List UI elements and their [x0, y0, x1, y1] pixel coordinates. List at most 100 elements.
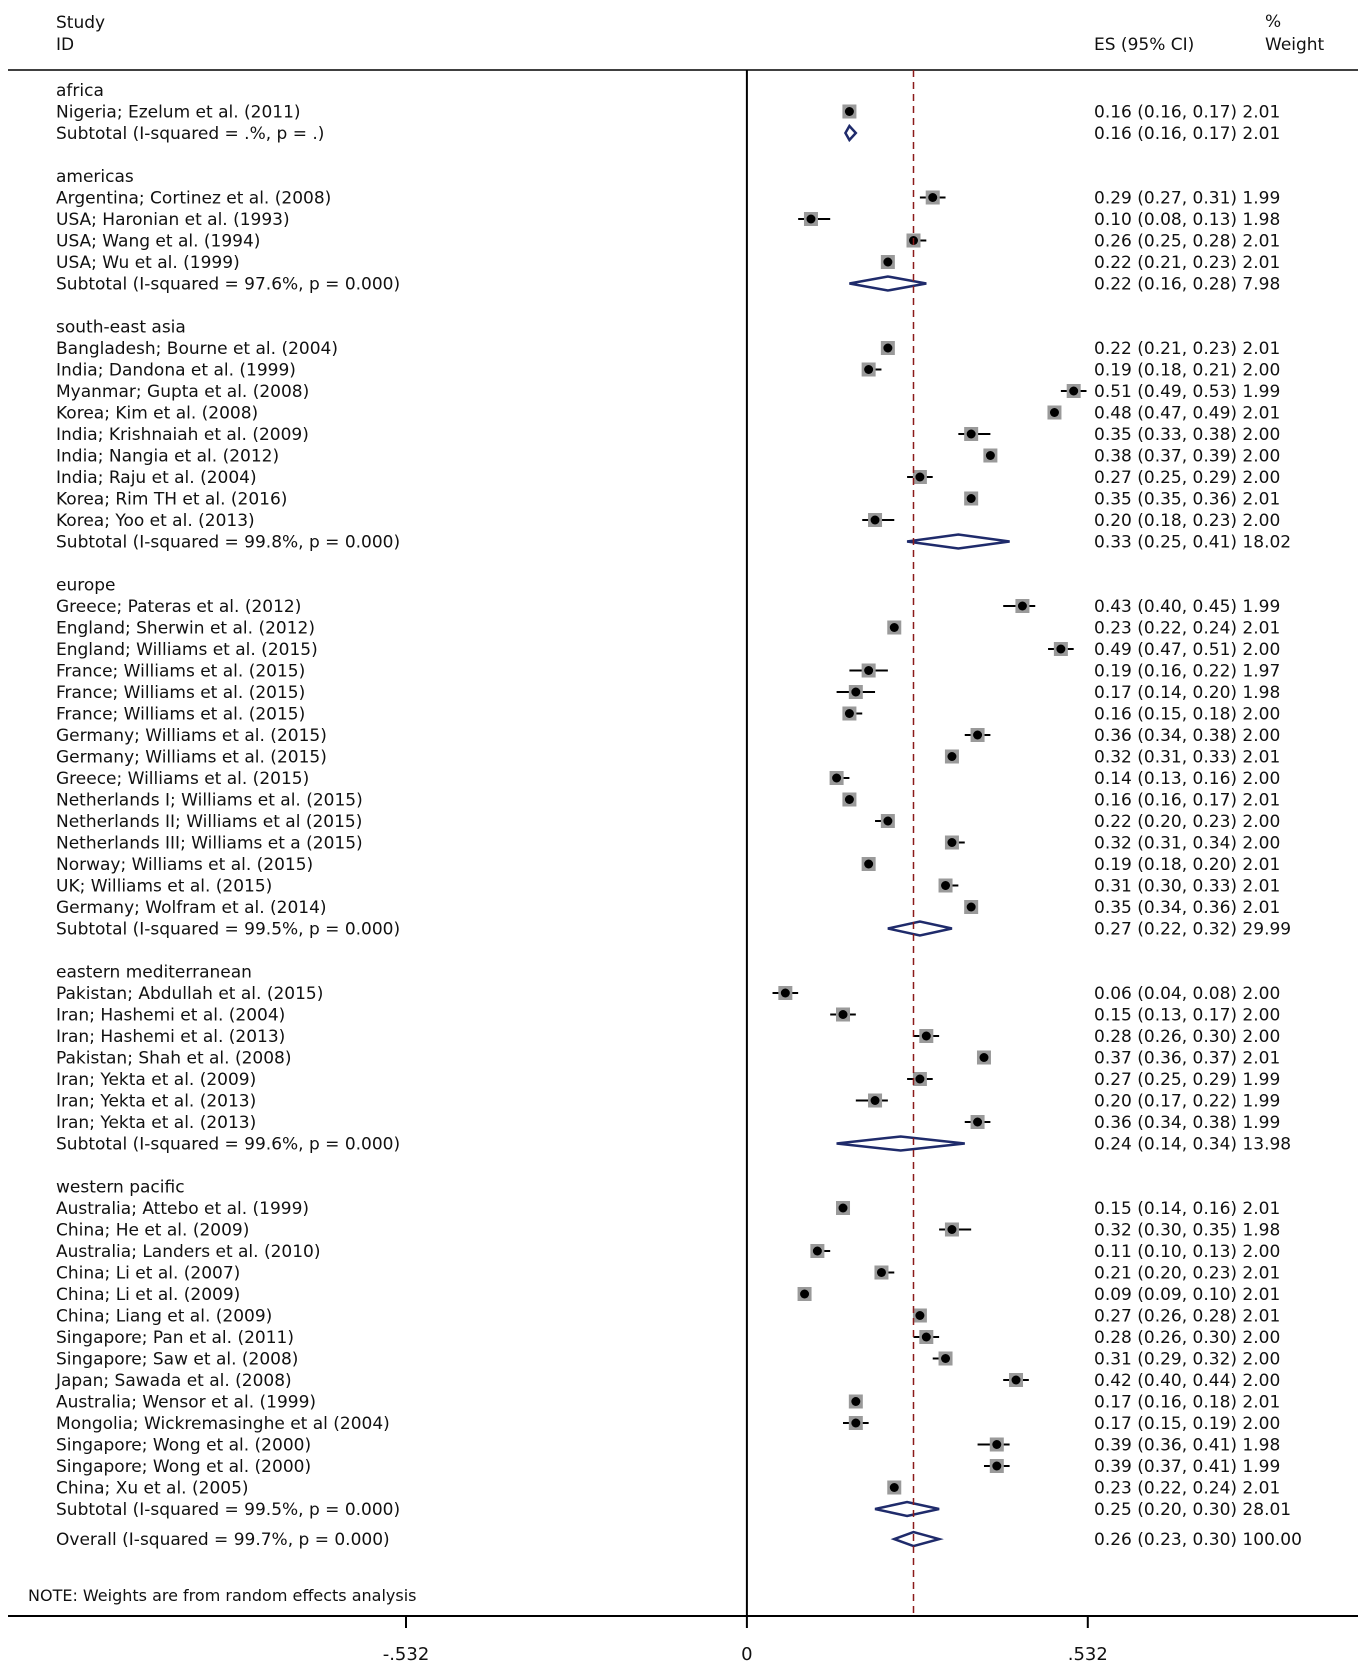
point-estimate	[800, 1289, 810, 1299]
point-estimate	[851, 1418, 861, 1428]
study-label: Nigeria; Ezelum et al. (2011)	[56, 103, 301, 123]
point-estimate	[1049, 408, 1059, 417]
point-estimate	[864, 365, 874, 374]
group-name: south-east asia	[56, 318, 186, 338]
study-label: Singapore; Pan et al. (2011)	[56, 1328, 294, 1348]
point-estimate	[915, 1311, 925, 1320]
study-estimate: 0.32 (0.30, 0.35) 1.98	[1094, 1221, 1280, 1241]
study-estimate: 0.29 (0.27, 0.31) 1.99	[1094, 189, 1280, 209]
study-label: China; Liang et al. (2009)	[56, 1307, 272, 1327]
point-estimate	[947, 838, 957, 847]
study-label: Iran; Yekta et al. (2009)	[56, 1070, 256, 1090]
x-axis: -.532 0 .532	[8, 70, 1358, 1665]
study-label: Iran; Hashemi et al. (2004)	[56, 1006, 285, 1026]
point-estimate	[1017, 601, 1027, 611]
study-label: Netherlands I; Williams et al. (2015)	[56, 791, 363, 811]
study-label: Netherlands II; Williams et al (2015)	[56, 812, 362, 832]
study-label: Germany; Wolfram et al. (2014)	[56, 898, 327, 918]
group-name: europe	[56, 576, 116, 596]
study-label: Netherlands III; Williams et a (2015)	[56, 834, 363, 854]
study-estimate: 0.32 (0.31, 0.33) 2.01	[1094, 748, 1280, 768]
study-label: Greece; Williams et al. (2015)	[56, 769, 309, 789]
subtotal-label: Subtotal (I-squared = 99.5%, p = 0.000)	[56, 1500, 400, 1520]
study-estimate: 0.06 (0.04, 0.08) 2.00	[1094, 984, 1280, 1004]
x-tick-label: -.532	[383, 1644, 430, 1665]
study-estimate: 0.23 (0.22, 0.24) 2.01	[1094, 1479, 1280, 1499]
study-label: Pakistan; Shah et al. (2008)	[56, 1049, 292, 1069]
table-header: Study ID ES (95% CI) % Weight	[56, 12, 1325, 55]
point-estimate	[992, 1440, 1002, 1449]
overall-label: Overall (I-squared = 99.7%, p = 0.000)	[56, 1530, 390, 1550]
study-label: USA; Wang et al. (1994)	[56, 232, 260, 252]
study-label: Myanmar; Gupta et al. (2008)	[56, 382, 309, 402]
subtotal-diamond	[843, 123, 858, 143]
study-label: Iran; Hashemi et al. (2013)	[56, 1027, 285, 1047]
subtotal-estimate: 0.25 (0.20, 0.30) 28.01	[1094, 1500, 1291, 1520]
point-estimate	[844, 107, 854, 116]
subtotal-label: Subtotal (I-squared = .%, p = .)	[56, 124, 324, 144]
point-estimate	[870, 1096, 880, 1105]
study-label: China; Li et al. (2007)	[56, 1264, 240, 1284]
point-estimate	[838, 1010, 848, 1019]
point-estimate	[915, 1074, 925, 1084]
point-estimate	[921, 1031, 931, 1041]
study-estimate: 0.17 (0.15, 0.19) 2.00	[1094, 1414, 1280, 1434]
study-estimate: 0.22 (0.21, 0.23) 2.01	[1094, 253, 1280, 273]
study-estimate: 0.49 (0.47, 0.51) 2.00	[1094, 640, 1280, 660]
study-label: Iran; Yekta et al. (2013)	[56, 1092, 256, 1112]
study-label: Australia; Attebo et al. (1999)	[56, 1199, 309, 1219]
subtotal-estimate: 0.33 (0.25, 0.41) 18.02	[1094, 533, 1291, 553]
study-estimate: 0.32 (0.31, 0.34) 2.00	[1094, 834, 1280, 854]
study-estimate: 0.16 (0.16, 0.17) 2.01	[1094, 103, 1280, 123]
study-label: Singapore; Wong et al. (2000)	[56, 1436, 311, 1456]
study-estimate: 0.51 (0.49, 0.53) 1.99	[1094, 382, 1280, 402]
point-estimate	[844, 709, 854, 718]
study-label: India; Nangia et al. (2012)	[56, 447, 279, 467]
study-estimate: 0.39 (0.36, 0.41) 1.98	[1094, 1436, 1280, 1456]
study-estimate: 0.16 (0.16, 0.17) 2.01	[1094, 791, 1280, 811]
study-estimate: 0.27 (0.25, 0.29) 2.00	[1094, 468, 1280, 488]
study-estimate: 0.16 (0.15, 0.18) 2.00	[1094, 705, 1280, 725]
study-estimate: 0.15 (0.14, 0.16) 2.01	[1094, 1199, 1280, 1219]
study-label: China; He et al. (2009)	[56, 1221, 249, 1241]
study-estimate: 0.35 (0.34, 0.36) 2.01	[1094, 898, 1280, 918]
study-label: Germany; Williams et al. (2015)	[56, 748, 327, 768]
point-estimate	[780, 988, 790, 998]
point-estimate	[812, 1246, 822, 1256]
study-label: Argentina; Cortinez et al. (2008)	[56, 189, 331, 209]
study-estimate: 0.11 (0.10, 0.13) 2.00	[1094, 1242, 1280, 1262]
group-name: africa	[56, 81, 104, 101]
study-label: Singapore; Wong et al. (2000)	[56, 1457, 311, 1477]
study-estimate: 0.35 (0.33, 0.38) 2.00	[1094, 425, 1280, 445]
study-estimate: 0.20 (0.17, 0.22) 1.99	[1094, 1092, 1280, 1112]
study-label: Japan; Sawada et al. (2008)	[55, 1371, 292, 1391]
point-estimate	[844, 795, 854, 804]
study-label: Norway; Williams et al. (2015)	[56, 855, 313, 875]
study-label: USA; Haronian et al. (1993)	[56, 210, 290, 230]
study-label: India; Raju et al. (2004)	[56, 468, 257, 488]
study-estimate: 0.31 (0.30, 0.33) 2.01	[1094, 877, 1280, 897]
point-estimate	[851, 1397, 861, 1406]
study-estimate: 0.27 (0.26, 0.28) 2.01	[1094, 1307, 1280, 1327]
study-estimate: 0.10 (0.08, 0.13) 1.98	[1094, 210, 1280, 230]
study-estimate: 0.36 (0.34, 0.38) 2.00	[1094, 726, 1280, 746]
study-estimate: 0.21 (0.20, 0.23) 2.01	[1094, 1264, 1280, 1284]
point-estimate	[876, 1268, 886, 1277]
header-id: ID	[56, 35, 74, 55]
point-estimate	[851, 687, 861, 697]
study-estimate: 0.22 (0.20, 0.23) 2.00	[1094, 812, 1280, 832]
study-label: USA; Wu et al. (1999)	[56, 253, 240, 273]
group-name: western pacific	[56, 1178, 185, 1198]
subtotal-estimate: 0.27 (0.22, 0.32) 29.99	[1094, 920, 1291, 940]
study-label: France; Williams et al. (2015)	[56, 683, 305, 703]
subtotal-diamond	[849, 275, 927, 292]
point-estimate	[1069, 386, 1079, 396]
subtotal-label: Subtotal (I-squared = 97.6%, p = 0.000)	[56, 275, 400, 295]
point-estimate	[889, 623, 899, 632]
point-estimate	[973, 1117, 983, 1127]
point-estimate	[979, 1053, 989, 1062]
point-estimate	[947, 1225, 957, 1234]
study-estimate: 0.42 (0.40, 0.44) 2.00	[1094, 1371, 1280, 1391]
study-estimate: 0.17 (0.14, 0.20) 1.98	[1094, 683, 1280, 703]
study-estimate: 0.38 (0.37, 0.39) 2.00	[1094, 447, 1280, 467]
